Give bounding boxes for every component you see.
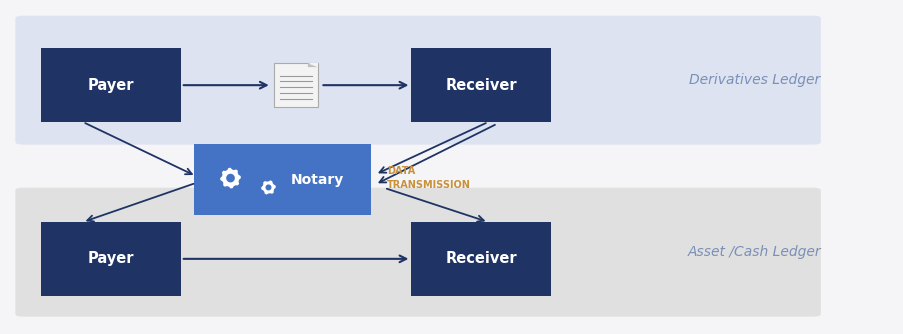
- Text: Payer: Payer: [88, 78, 134, 93]
- Text: Payer: Payer: [88, 252, 134, 266]
- Text: Derivatives Ledger: Derivatives Ledger: [688, 73, 820, 87]
- Polygon shape: [220, 168, 240, 188]
- Text: Notary: Notary: [291, 173, 344, 186]
- Text: DATA
TRANSMISSION: DATA TRANSMISSION: [386, 166, 470, 190]
- FancyBboxPatch shape: [15, 188, 820, 317]
- Polygon shape: [307, 63, 318, 67]
- Text: Receiver: Receiver: [445, 252, 517, 266]
- Text: Receiver: Receiver: [445, 78, 517, 93]
- Bar: [194, 144, 370, 215]
- Bar: [411, 222, 551, 296]
- Bar: [41, 222, 181, 296]
- Bar: [275, 63, 318, 107]
- Text: Asset /Cash Ledger: Asset /Cash Ledger: [687, 245, 821, 259]
- FancyBboxPatch shape: [15, 16, 820, 145]
- Polygon shape: [307, 63, 318, 67]
- Polygon shape: [261, 180, 275, 194]
- Bar: [411, 48, 551, 122]
- Polygon shape: [226, 174, 235, 182]
- Polygon shape: [265, 184, 271, 190]
- Bar: [41, 48, 181, 122]
